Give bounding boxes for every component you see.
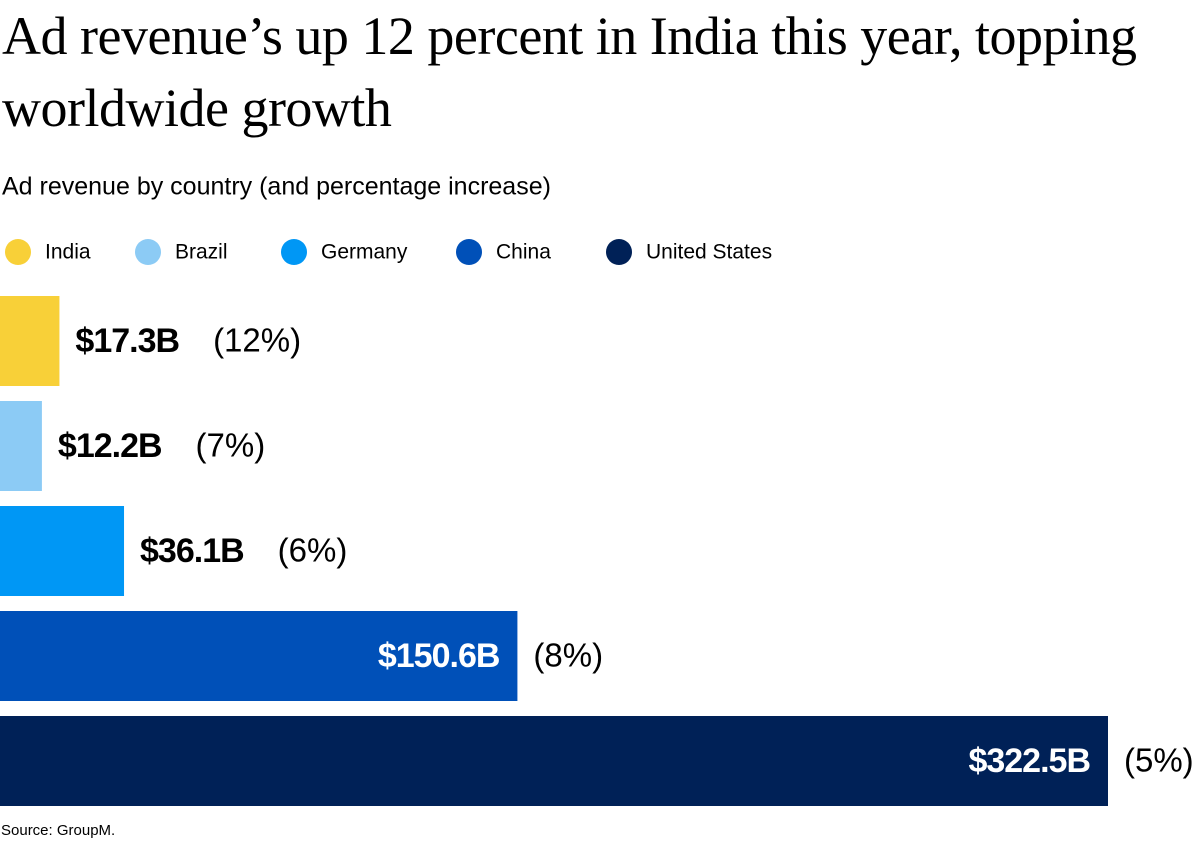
legend-swatch xyxy=(5,239,31,265)
value-label: $36.1B xyxy=(140,532,244,570)
source-note: Source: GroupM. xyxy=(1,822,115,839)
legend-label: Brazil xyxy=(175,241,228,264)
value-label: $12.2B xyxy=(58,427,162,465)
chart-subtitle: Ad revenue by country (and percentage in… xyxy=(2,173,551,201)
legend-label: United States xyxy=(646,241,772,264)
value-label: $17.3B xyxy=(75,322,179,360)
legend-swatch xyxy=(606,239,632,265)
bar xyxy=(0,611,518,701)
legend-label: China xyxy=(496,241,551,264)
legend-label: Germany xyxy=(321,241,408,264)
percent-label: (8%) xyxy=(533,637,603,674)
legend-swatch xyxy=(281,239,307,265)
percent-label: (5%) xyxy=(1124,742,1194,779)
chart-title: Ad revenue’s up 12 percent in India this… xyxy=(2,6,1137,138)
value-label: $322.5B xyxy=(968,742,1090,780)
value-label: $150.6B xyxy=(378,637,500,675)
bar xyxy=(0,296,60,386)
percent-label: (12%) xyxy=(213,322,301,359)
bar xyxy=(0,716,1108,806)
percent-label: (6%) xyxy=(278,532,348,569)
legend-swatch xyxy=(135,239,161,265)
percent-label: (7%) xyxy=(196,427,266,464)
bar xyxy=(0,506,125,596)
legend-label: India xyxy=(45,241,91,264)
bar xyxy=(0,401,42,491)
legend-swatch xyxy=(456,239,482,265)
